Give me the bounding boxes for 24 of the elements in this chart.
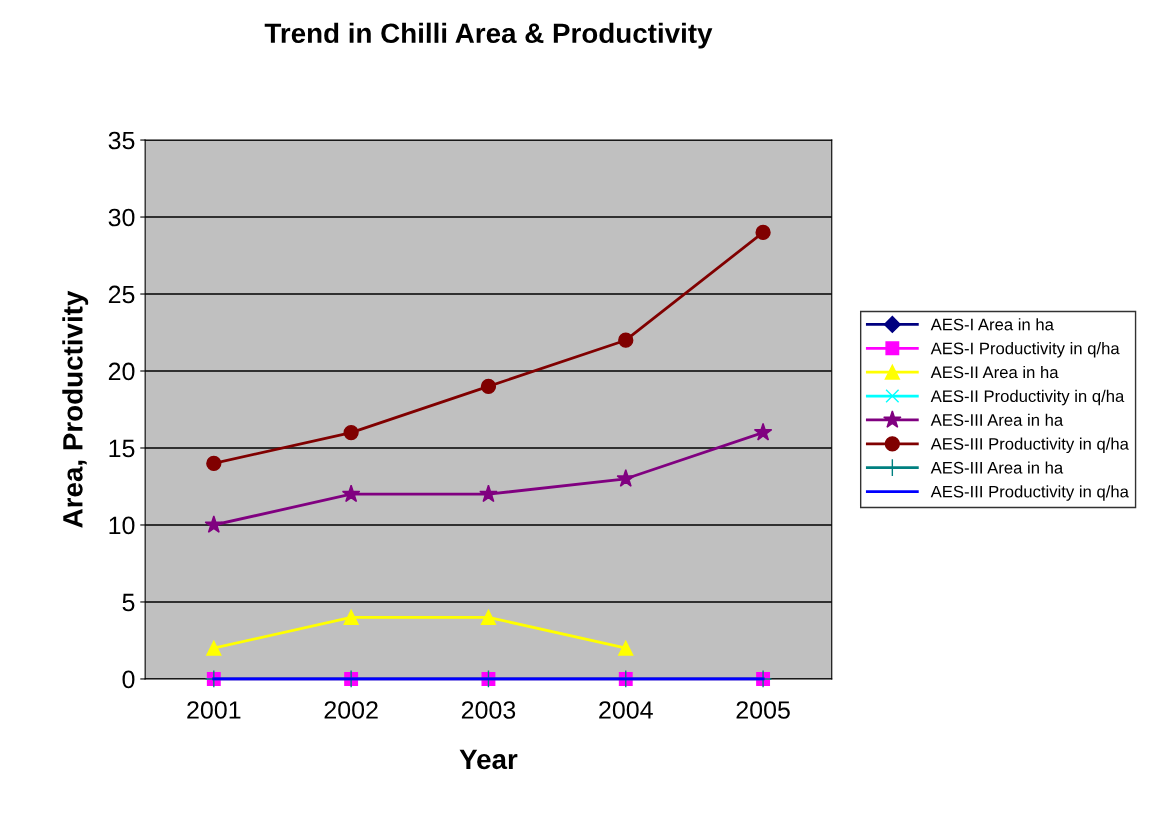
y-tick-label: 20 [108, 362, 135, 381]
legend-label: AES-II Productivity in q/ha [930, 389, 1125, 406]
legend-label: AES-III Productivity in q/ha [930, 485, 1129, 501]
legend-label: AES-III Productivity in q/ha [930, 437, 1129, 454]
x-tick-label: 2005 [736, 701, 790, 719]
legend-label: AES-II Area in ha [930, 365, 1059, 379]
y-tick-label: 0 [122, 670, 135, 689]
legend-label: AES-III Area in ha [930, 461, 1064, 474]
y-axis-title: Area, Productivity [62, 290, 89, 528]
y-tick-label: 30 [108, 208, 135, 227]
x-tick-label: 2002 [324, 701, 378, 719]
y-tick-label: 10 [109, 516, 135, 535]
y-tick-label: 25 [108, 285, 135, 304]
chart-title: Trend in Chilli Area & Productivity [264, 22, 713, 49]
y-tick-label: 5 [122, 593, 135, 612]
legend-label: AES-III Area in ha [930, 413, 1064, 426]
legend-label: AES-I Area in ha [930, 318, 1054, 331]
x-tick-label: 2001 [187, 701, 241, 719]
y-tick-label: 35 [108, 131, 135, 150]
x-tick-label: 2004 [599, 701, 653, 719]
x-tick-label: 2003 [461, 701, 516, 719]
x-axis-title: Year [459, 749, 518, 770]
legend-label: AES-I Productivity in q/ha [930, 342, 1120, 358]
y-tick-label: 15 [109, 439, 135, 458]
